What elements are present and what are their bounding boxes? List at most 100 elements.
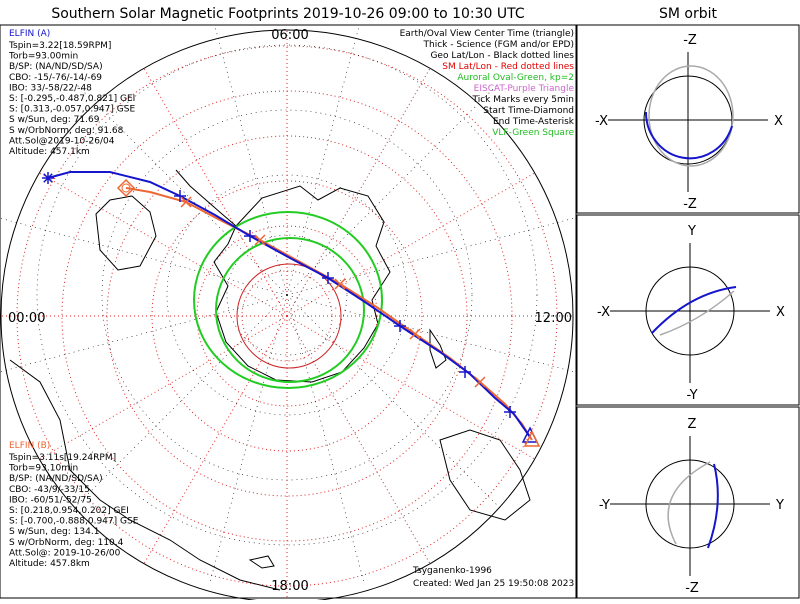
orbit-track-a bbox=[651, 286, 737, 334]
earth-circle bbox=[645, 459, 735, 549]
orbit-track-b bbox=[659, 290, 735, 336]
sc-info-line: CBO: -15/-76/-14/-69 bbox=[9, 73, 102, 83]
geo-meridian-line bbox=[286, 82, 500, 296]
geo-meridian-line bbox=[209, 294, 288, 585]
geo-lat-circle bbox=[36, 44, 538, 546]
orbit-axis-label-left: -X bbox=[595, 114, 608, 129]
geo-meridian-line bbox=[286, 294, 576, 373]
legend-item: SM Lat/Lon - Red dotted lines bbox=[442, 62, 574, 72]
geo-grid-circles bbox=[36, 44, 538, 546]
sc-b-name: ELFIN (B) bbox=[9, 441, 50, 451]
geo-meridian-line bbox=[286, 25, 360, 296]
orbit-axis-label-right: X bbox=[774, 114, 783, 129]
created-label: Created: Wed Jan 25 19:50:08 2023 bbox=[413, 579, 574, 589]
sm-meridian-line bbox=[143, 315, 288, 564]
orbit-axis-label-top: -Z bbox=[683, 33, 697, 48]
geo-meridian-line bbox=[0, 294, 288, 373]
orbit-axis-label-top: Y bbox=[687, 224, 696, 239]
tick-mark-b bbox=[254, 234, 266, 246]
antarctic-peninsula bbox=[175, 169, 237, 227]
sc-info-line: S w/OrbNorm, deg: 110.4 bbox=[9, 538, 124, 548]
orbit-axis-label-bottom: -Z bbox=[683, 197, 697, 212]
orbit-axis-label-right: X bbox=[776, 305, 785, 320]
legend-item: Earth/Oval View Center Time (triangle) bbox=[400, 29, 574, 39]
tick-mark-b bbox=[180, 196, 192, 208]
legend-item: Auroral Oval-Green, kp=2 bbox=[457, 73, 574, 83]
mlt-label-top: 06:00 bbox=[271, 28, 308, 43]
legend-item: VLF-Green Square bbox=[492, 128, 574, 138]
geo-meridian-line bbox=[74, 294, 288, 508]
auroral-oval-inner bbox=[215, 237, 365, 383]
sc-info-line: Altitude: 457.1km bbox=[9, 147, 90, 157]
figure-title: Southern Solar Magnetic Footprints 2019-… bbox=[51, 6, 525, 22]
trace-elfin-b bbox=[125, 187, 533, 441]
start-diamond-b bbox=[116, 178, 136, 198]
sc-info-line: Tspin=3.22[18.59RPM] bbox=[8, 41, 111, 51]
geo-meridian-line bbox=[286, 294, 365, 585]
earth-circle bbox=[643, 75, 733, 165]
orbit-panels: -Z -Z -X X Y -Y -X X Z -Z -Y Y bbox=[595, 33, 785, 596]
geo-meridian-line bbox=[286, 294, 500, 508]
end-asterisk-a bbox=[43, 173, 53, 183]
sc-info-line: IBO: -60/51/-52/75 bbox=[9, 495, 92, 505]
geo-lat-circle bbox=[226, 234, 348, 356]
tick-mark-b bbox=[474, 376, 486, 388]
south-america-coastline bbox=[95, 195, 157, 271]
sc-a-info: ELFIN (A) Tspin=3.22[18.59RPM]Torb=93.00… bbox=[8, 29, 135, 157]
start-diamond-b-inner bbox=[121, 183, 131, 193]
auroral-oval-outer bbox=[193, 211, 383, 389]
legend-item: End Time-Asterisk bbox=[493, 117, 575, 127]
geo-meridians bbox=[0, 25, 576, 585]
sm-lat-circle bbox=[196, 225, 378, 407]
legend-item: Geo Lat/Lon - Black dotted lines bbox=[430, 51, 574, 61]
geo-lat-circle bbox=[166, 174, 408, 416]
mlt-label-left: 00:00 bbox=[8, 311, 45, 326]
sm-meridian-line bbox=[39, 315, 288, 460]
mlt-label-right: 12:00 bbox=[535, 311, 572, 326]
orbit-panel-frame-2 bbox=[576, 214, 800, 406]
model-label: Tsyganenko-1996 bbox=[412, 566, 492, 576]
orbit-axis-label-bottom: -Z bbox=[685, 581, 699, 596]
orbit-axis-label-left: -X bbox=[597, 305, 610, 320]
tick-mark-b bbox=[409, 328, 421, 340]
orbit-panel-frame-3 bbox=[576, 406, 800, 599]
sc-info-line: S: [0.218,0.954,0.202] GEI bbox=[9, 506, 129, 516]
orbit-axis-label-bottom: -Y bbox=[686, 388, 697, 403]
legend-item: Tick Marks every 5min bbox=[472, 95, 574, 105]
antarctica-coastline bbox=[213, 185, 391, 383]
sc-info-line: Torb=93.10min bbox=[8, 464, 78, 474]
africa-coastline bbox=[9, 359, 281, 591]
sc-b-info: ELFIN (B) Tspin=3.11s[19.24RPM]Torb=93.1… bbox=[8, 441, 139, 569]
geo-lat-circle bbox=[101, 109, 473, 481]
sm-lat-circle bbox=[16, 45, 558, 587]
orbit-track-b bbox=[648, 65, 734, 167]
orbit-track-a bbox=[644, 111, 733, 160]
sm-meridian-line bbox=[143, 68, 288, 317]
sc-a-name: ELFIN (A) bbox=[9, 29, 50, 39]
legend: Earth/Oval View Center Time (triangle)Th… bbox=[400, 29, 575, 138]
sc-info-line: S w/OrbNorm, deg: 91.68 bbox=[9, 126, 124, 136]
sc-info-line: Altitude: 457.8km bbox=[9, 559, 90, 569]
earth-circle bbox=[645, 266, 735, 356]
orbit-track-a bbox=[707, 463, 719, 549]
islands-coastline bbox=[248, 555, 275, 569]
sc-info-line: Torb=93.00min bbox=[8, 52, 78, 62]
sm-pole-circle bbox=[236, 263, 342, 369]
sc-info-line: S w/Sun, deg: 134.1 bbox=[9, 527, 99, 537]
sc-info-line: Att.Sol@: 2019-10-26/00 bbox=[9, 548, 121, 558]
orbit-title: SM orbit bbox=[659, 6, 718, 22]
orbit-axis-label-top: Z bbox=[688, 417, 697, 432]
footprint-traces bbox=[42, 171, 541, 447]
sc-info-line: S: [-0.295,-0.487,0.821] GEI bbox=[9, 94, 135, 104]
legend-item: Thick - Science (FGM and/or EPD) bbox=[423, 40, 574, 50]
center-triangle-b bbox=[523, 430, 541, 447]
sc-info-line: B/SP: (NA/ND/SD/SA) bbox=[9, 62, 103, 72]
trace-elfin-a bbox=[47, 171, 531, 438]
sm-meridian-line bbox=[39, 172, 288, 317]
map-frame bbox=[0, 24, 577, 599]
sc-info-line: Tspin=3.11s[19.24RPM] bbox=[8, 453, 116, 463]
sm-meridian-line bbox=[286, 315, 431, 564]
orbit-axis-label-right: Y bbox=[775, 498, 784, 513]
